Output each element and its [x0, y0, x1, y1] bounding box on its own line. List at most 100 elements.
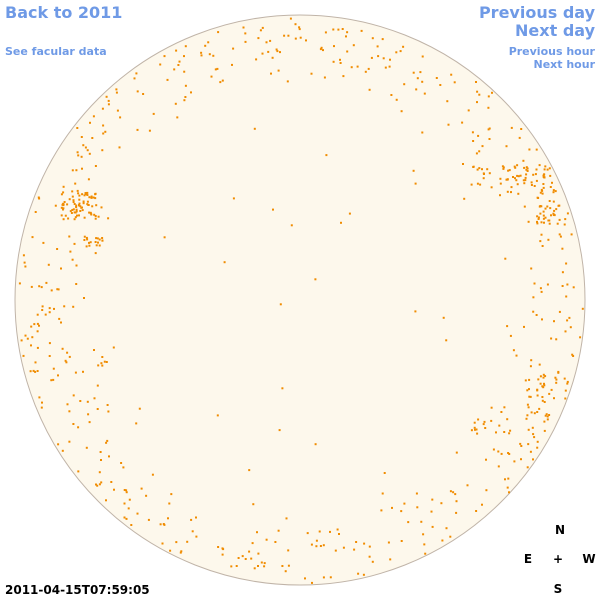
- facula-speck: [95, 237, 98, 240]
- facula-speck: [88, 421, 91, 424]
- facula-speck: [95, 204, 98, 207]
- facula-speck: [539, 375, 542, 378]
- facula-speck: [310, 543, 313, 546]
- facula-speck: [75, 204, 78, 207]
- facula-speck: [520, 445, 523, 447]
- facula-speck: [62, 185, 65, 188]
- facula-speck: [549, 186, 552, 188]
- previous-hour-link[interactable]: Previous hour: [508, 45, 595, 58]
- facula-speck: [506, 325, 509, 328]
- facula-speck: [431, 498, 434, 501]
- facula-speck: [186, 540, 189, 543]
- see-facular-data-link[interactable]: See facular data: [5, 45, 107, 58]
- facula-speck: [389, 58, 391, 61]
- facula-speck: [565, 262, 568, 265]
- facula-speck: [542, 214, 545, 217]
- facula-speck: [72, 423, 75, 425]
- facula-speck: [519, 442, 522, 445]
- facula-speck: [130, 524, 133, 526]
- facula-speck: [23, 261, 26, 264]
- facula-speck: [66, 351, 69, 354]
- facula-speck: [41, 309, 44, 311]
- compass-west-label: W: [582, 552, 596, 566]
- facula-speck: [241, 555, 244, 558]
- facula-speck: [508, 169, 511, 172]
- facula-speck: [105, 441, 108, 444]
- next-hour-link[interactable]: Next hour: [533, 58, 596, 71]
- facula-speck: [70, 212, 73, 214]
- facula-speck: [506, 178, 509, 181]
- facula-speck: [319, 545, 322, 547]
- facula-speck: [74, 182, 77, 185]
- facula-speck: [395, 98, 398, 101]
- facula-speck: [558, 310, 561, 313]
- facula-speck: [543, 420, 546, 423]
- facula-speck: [528, 148, 531, 151]
- facula-speck: [548, 222, 551, 225]
- facula-speck: [95, 244, 98, 247]
- facula-speck: [449, 535, 452, 538]
- facula-speck: [311, 581, 313, 584]
- facula-speck: [566, 212, 569, 215]
- facula-speck: [323, 76, 326, 79]
- back-to-year-link[interactable]: Back to 2011: [5, 3, 123, 22]
- facula-speck: [416, 77, 419, 80]
- facula-speck: [504, 478, 506, 481]
- facula-speck: [221, 547, 224, 550]
- facula-speck: [168, 502, 171, 505]
- facula-speck: [96, 408, 99, 410]
- facula-speck: [441, 539, 444, 542]
- facula-speck: [543, 168, 546, 171]
- facula-speck: [539, 212, 542, 215]
- facula-speck: [516, 174, 519, 177]
- facula-speck: [455, 511, 458, 514]
- facula-speck: [50, 289, 53, 292]
- next-day-link[interactable]: Next day: [515, 21, 595, 40]
- facula-speck: [475, 152, 478, 155]
- facula-speck: [33, 323, 36, 326]
- facula-speck: [159, 63, 162, 66]
- facula-speck: [60, 206, 63, 209]
- facula-speck: [89, 241, 92, 244]
- facula-speck: [107, 217, 110, 220]
- facula-speck: [101, 364, 104, 367]
- facula-speck: [69, 210, 72, 213]
- facula-speck: [345, 35, 347, 38]
- facula-speck: [184, 45, 187, 48]
- facula-speck: [68, 410, 71, 413]
- facula-speck: [257, 565, 259, 567]
- facula-speck: [58, 317, 61, 320]
- facula-speck: [484, 427, 487, 429]
- facula-speck: [125, 489, 128, 492]
- facula-speck: [97, 215, 100, 218]
- facula-speck: [133, 77, 136, 80]
- facula-speck: [83, 216, 86, 219]
- facula-speck: [287, 34, 290, 37]
- facula-speck: [277, 69, 280, 72]
- facula-speck: [82, 200, 85, 203]
- facula-speck: [68, 355, 71, 358]
- facula-speck: [455, 500, 458, 503]
- facula-speck: [423, 543, 426, 546]
- facula-speck: [176, 116, 179, 119]
- facula-speck: [235, 565, 238, 567]
- facula-speck: [62, 191, 65, 194]
- facula-speck: [89, 211, 92, 214]
- previous-day-link[interactable]: Previous day: [478, 3, 595, 22]
- facula-speck: [173, 68, 176, 71]
- facula-speck: [471, 131, 474, 134]
- facula-speck: [64, 359, 67, 362]
- facula-speck: [41, 401, 43, 404]
- facula-speck: [473, 426, 476, 429]
- facula-speck: [96, 384, 99, 387]
- facula-speck: [98, 238, 101, 241]
- facula-speck: [257, 37, 260, 40]
- facula-speck: [472, 165, 475, 168]
- facula-speck: [207, 41, 210, 44]
- facula-speck: [142, 93, 145, 95]
- facula-speck: [80, 155, 83, 158]
- facula-speck: [34, 211, 37, 213]
- facula-speck: [91, 205, 94, 208]
- facula-speck: [509, 334, 512, 337]
- facula-speck: [332, 60, 335, 63]
